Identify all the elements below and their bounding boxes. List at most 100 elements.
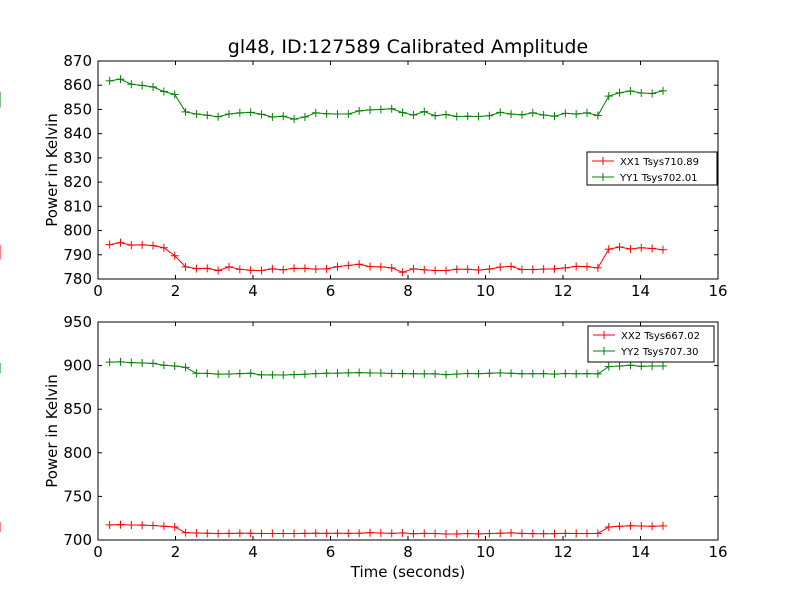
data-point — [235, 529, 244, 538]
y-tick-label: 860 — [63, 76, 92, 94]
y-axis-label: Power in Kelvin — [43, 374, 61, 488]
data-point — [127, 241, 136, 250]
data-point — [290, 115, 299, 124]
data-point — [626, 87, 635, 96]
data-point — [268, 264, 277, 273]
data-point — [300, 370, 309, 379]
x-tick-label: 8 — [403, 543, 413, 561]
data-point — [441, 529, 450, 538]
data-point — [572, 369, 581, 378]
data-point — [561, 529, 570, 538]
data-point — [355, 368, 364, 377]
data-point — [376, 529, 385, 538]
x-tick-label: 4 — [248, 543, 258, 561]
data-point — [615, 88, 624, 97]
x-tick-label: 0 — [93, 282, 103, 300]
y-tick-label: 810 — [63, 197, 92, 215]
data-point — [246, 266, 255, 275]
data-point — [344, 110, 353, 119]
data-point — [181, 528, 190, 537]
data-point — [550, 529, 559, 538]
data-point — [159, 361, 168, 370]
data-point — [311, 108, 320, 117]
legend-frame — [586, 151, 718, 186]
data-point — [333, 529, 342, 538]
data-point — [550, 112, 559, 121]
legend: XX1 Tsys710.89 YY1 Tsys702.01 — [586, 151, 718, 186]
data-point — [528, 369, 537, 378]
data-point — [637, 362, 646, 371]
data-point — [409, 264, 418, 273]
data-point — [452, 529, 461, 538]
data-point — [257, 110, 266, 119]
data-point — [409, 369, 418, 378]
y-axis-label: Power in Kelvin — [43, 113, 61, 227]
data-point — [485, 265, 494, 274]
data-point — [224, 369, 233, 378]
x-tick-label: 16 — [708, 543, 727, 561]
data-point — [235, 108, 244, 117]
data-point — [593, 263, 602, 272]
data-point — [441, 266, 450, 275]
y-tick-label: 780 — [63, 270, 92, 288]
x-tick-label: 12 — [553, 543, 572, 561]
data-point — [257, 370, 266, 379]
data-point — [279, 112, 288, 121]
data-point — [474, 266, 483, 275]
data-point — [268, 112, 277, 121]
data-point — [376, 369, 385, 378]
x-axis-label: Time (seconds) — [350, 563, 466, 581]
data-point — [366, 262, 375, 271]
data-point — [192, 264, 201, 273]
data-point — [420, 107, 429, 116]
y-tick-label: 820 — [63, 173, 92, 191]
data-point — [387, 529, 396, 538]
data-point — [235, 369, 244, 378]
x-tick-label: 14 — [631, 282, 650, 300]
data-point — [452, 370, 461, 379]
data-point — [290, 529, 299, 538]
y-tick-label: 950 — [63, 313, 92, 331]
data-point — [637, 243, 646, 252]
data-point — [170, 362, 179, 371]
data-point — [366, 105, 375, 114]
legend-entry: YY2 Tsys707.30 — [593, 347, 699, 358]
data-point — [105, 520, 114, 529]
data-point — [583, 108, 592, 117]
data-point — [279, 371, 288, 380]
data-point — [387, 104, 396, 113]
data-point — [604, 245, 613, 254]
legend: XX2 Tsys667.02 YY2 Tsys707.30 — [587, 325, 715, 363]
legend-entry: XX1 Tsys710.89 — [592, 157, 699, 168]
x-tick-label: 16 — [708, 282, 727, 300]
data-point — [528, 265, 537, 274]
data-point — [279, 265, 288, 274]
data-point — [658, 245, 667, 254]
series-line — [109, 524, 663, 535]
data-point — [116, 75, 125, 84]
data-point — [387, 263, 396, 272]
data-point — [127, 358, 136, 367]
legend-frame — [587, 325, 715, 363]
data-point — [246, 529, 255, 538]
data-point — [279, 529, 288, 538]
legend-entry: XX2 Tsys667.02 — [593, 331, 700, 342]
data-point — [452, 112, 461, 121]
data-point — [507, 262, 516, 271]
data-point — [355, 529, 364, 538]
data-point — [322, 109, 331, 118]
data-point — [116, 357, 125, 366]
data-point — [485, 369, 494, 378]
data-point — [149, 521, 158, 530]
data-point — [203, 111, 212, 120]
data-point — [246, 108, 255, 117]
subplot-1: 0 2 4 6 8 10 12 14 16780790800810820830840850860… — [0, 36, 728, 300]
data-point — [604, 362, 613, 371]
data-point — [528, 108, 537, 117]
data-point — [300, 264, 309, 273]
data-point — [648, 244, 657, 253]
data-point — [105, 358, 114, 367]
data-point — [170, 90, 179, 99]
